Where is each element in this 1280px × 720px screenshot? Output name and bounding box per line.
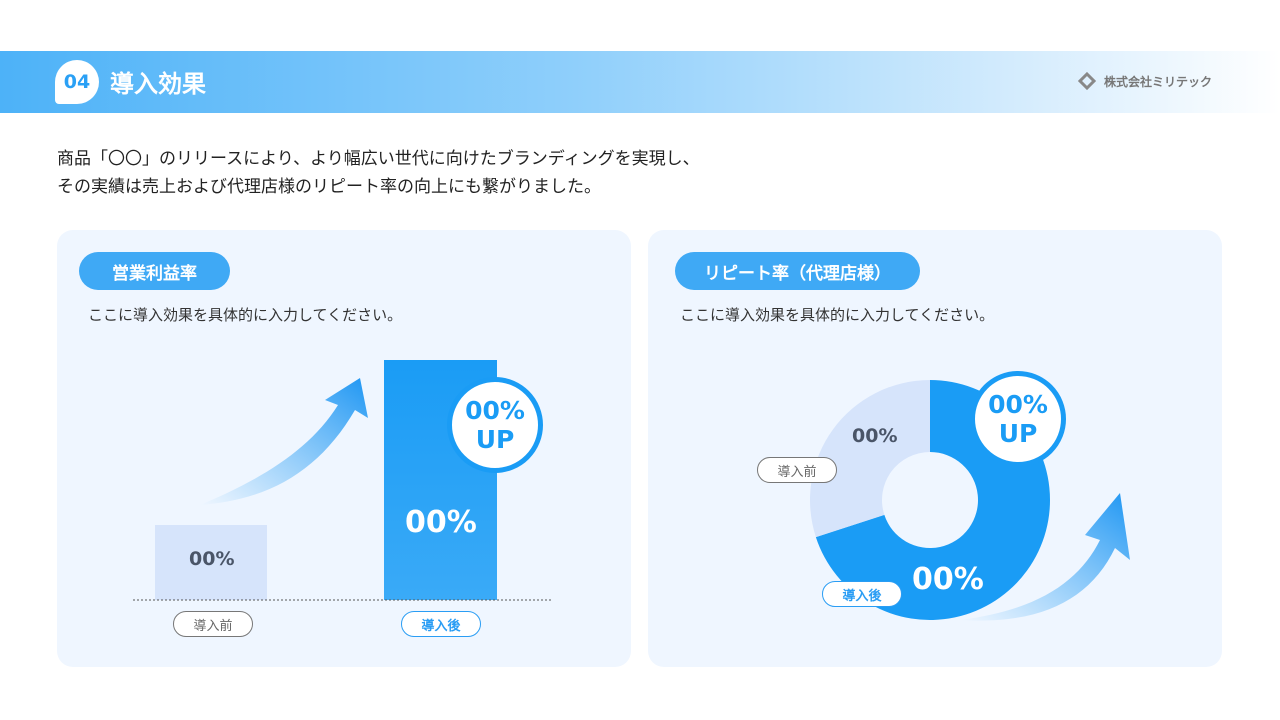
company-name: 株式会社ミリテック (1104, 74, 1213, 89)
diamond-icon (1078, 72, 1096, 90)
bar-after-value: 00% (405, 505, 477, 540)
arrow-up-icon (200, 378, 368, 505)
panel-desc-left: ここに導入効果を具体的に入力してください。 (88, 306, 403, 324)
arrow-up-icon-right (960, 493, 1130, 621)
label-after-right: 導入後 (822, 581, 902, 607)
badge-value: 00% (465, 396, 525, 425)
donut-segment-before (810, 380, 930, 538)
up-badge-right: 00% UP (970, 371, 1066, 467)
up-badge-left: 00% UP (447, 377, 543, 473)
label-before-right: 導入前 (757, 457, 837, 483)
panel-title-right: リピート率（代理店様） (675, 252, 920, 290)
lead-line-1: 商品「〇〇」のリリースにより、より幅広い世代に向けたブランディングを実現し、 (57, 149, 700, 169)
donut-before-value: 00% (852, 425, 898, 447)
panel-title-left: 営業利益率 (79, 252, 230, 290)
header-bar (0, 51, 1280, 113)
badge-up: UP (475, 425, 515, 454)
lead-line-2: その実績は売上および代理店様のリピート率の向上にも繋がりました。 (57, 177, 601, 197)
bar-before-value: 00% (189, 548, 235, 570)
label-before-left: 導入前 (173, 611, 253, 637)
section-number: 04 (55, 60, 99, 104)
panel-desc-right: ここに導入効果を具体的に入力してください。 (680, 306, 995, 324)
page-title: 導入効果 (110, 70, 206, 98)
bar-before (155, 525, 267, 600)
badge-value: 00% (988, 390, 1048, 419)
label-after-left: 導入後 (401, 611, 481, 637)
badge-up: UP (998, 419, 1038, 448)
donut-after-value: 00% (912, 562, 984, 597)
company-logo: 株式会社ミリテック (1078, 72, 1212, 90)
lead-text: 商品「〇〇」のリリースにより、より幅広い世代に向けたブランディングを実現し、 そ… (57, 145, 700, 201)
